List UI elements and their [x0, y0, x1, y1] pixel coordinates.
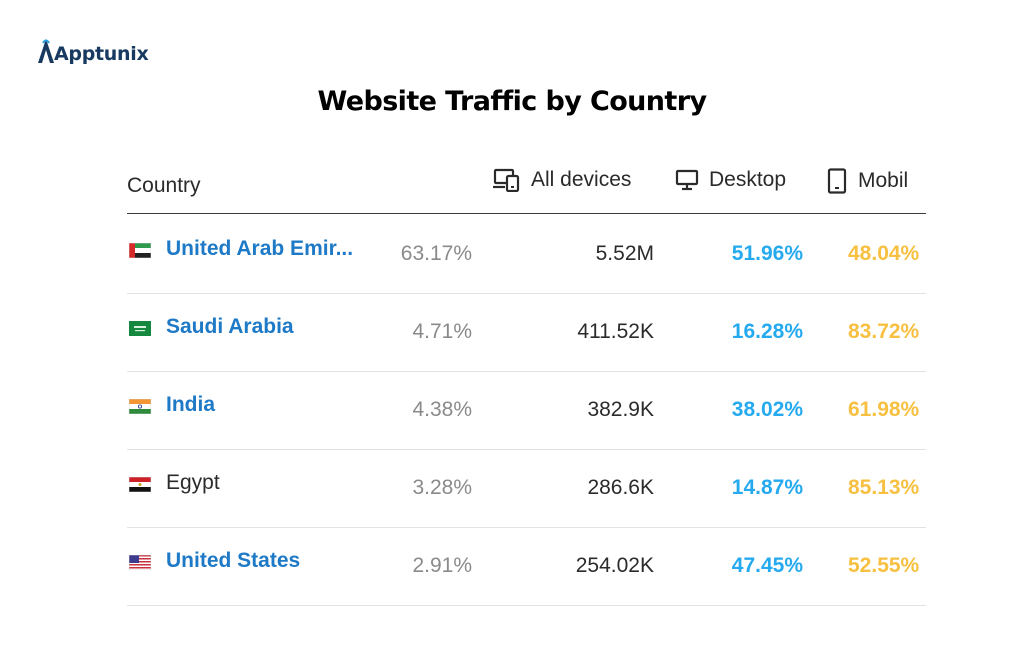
header-desktop-label: Desktop — [709, 168, 787, 191]
country-link[interactable]: Saudi Arabia — [166, 315, 294, 338]
mobile-share: 52.55% — [848, 554, 920, 577]
country-link[interactable]: United States — [166, 549, 301, 572]
table-row: United States 2.91% 254.02K 47.45% 52.55… — [127, 527, 926, 606]
all-devices-value: 254.02K — [575, 554, 654, 577]
table-row: India 4.38% 382.9K 38.02% 61.98% — [127, 371, 926, 450]
apptunix-logo: Apptunix — [36, 37, 149, 65]
desktop-share: 38.02% — [731, 398, 803, 421]
table-row: Egypt 3.28% 286.6K 14.87% 85.13% — [127, 449, 926, 528]
uae-flag-icon — [129, 243, 151, 258]
header-all-devices-label: All devices — [531, 168, 632, 191]
india-flag-icon — [129, 399, 151, 414]
header-mobile[interactable]: Mobil — [826, 168, 908, 194]
all-devices-value: 5.52M — [595, 242, 654, 265]
devices-icon — [493, 168, 520, 192]
saudi-flag-icon — [129, 321, 151, 336]
usa-flag-icon — [129, 555, 151, 570]
country-link[interactable]: United Arab Emir... — [166, 237, 354, 260]
mobile-icon — [827, 168, 847, 194]
header-country: Country — [127, 174, 201, 197]
all-devices-value: 411.52K — [577, 320, 654, 343]
desktop-icon — [675, 169, 699, 191]
traffic-share: 3.28% — [412, 476, 472, 499]
page-title: Website Traffic by Country — [317, 86, 708, 117]
mobile-share: 48.04% — [848, 242, 920, 265]
table-row: Saudi Arabia 4.71% 411.52K 16.28% 83.72% — [127, 293, 926, 372]
traffic-table: Country All devices Desktop Mobil — [127, 158, 926, 618]
egypt-flag-icon — [129, 477, 151, 492]
all-devices-value: 286.6K — [587, 476, 654, 499]
logo-text: Apptunix — [54, 43, 149, 65]
header-desktop[interactable]: Desktop — [675, 168, 786, 192]
traffic-share: 4.71% — [412, 320, 472, 343]
traffic-share: 63.17% — [400, 242, 472, 265]
traffic-share: 2.91% — [412, 554, 472, 577]
desktop-share: 16.28% — [731, 320, 803, 343]
header-mobile-label: Mobil — [858, 169, 909, 192]
desktop-share: 47.45% — [731, 554, 803, 577]
table-header: Country All devices Desktop Mobil — [127, 158, 926, 214]
country-link[interactable]: India — [166, 393, 216, 416]
desktop-share: 51.96% — [731, 242, 803, 265]
traffic-share: 4.38% — [412, 398, 472, 421]
mobile-share: 61.98% — [848, 398, 920, 421]
header-all-devices[interactable]: All devices — [493, 168, 631, 192]
table-row: United Arab Emir... 63.17% 5.52M 51.96% … — [127, 215, 926, 294]
country-name: Egypt — [166, 471, 220, 494]
all-devices-value: 382.9K — [587, 398, 654, 421]
desktop-share: 14.87% — [731, 476, 803, 499]
mobile-share: 85.13% — [848, 476, 920, 499]
logo-mark-icon — [38, 39, 54, 63]
mobile-share: 83.72% — [848, 320, 920, 343]
